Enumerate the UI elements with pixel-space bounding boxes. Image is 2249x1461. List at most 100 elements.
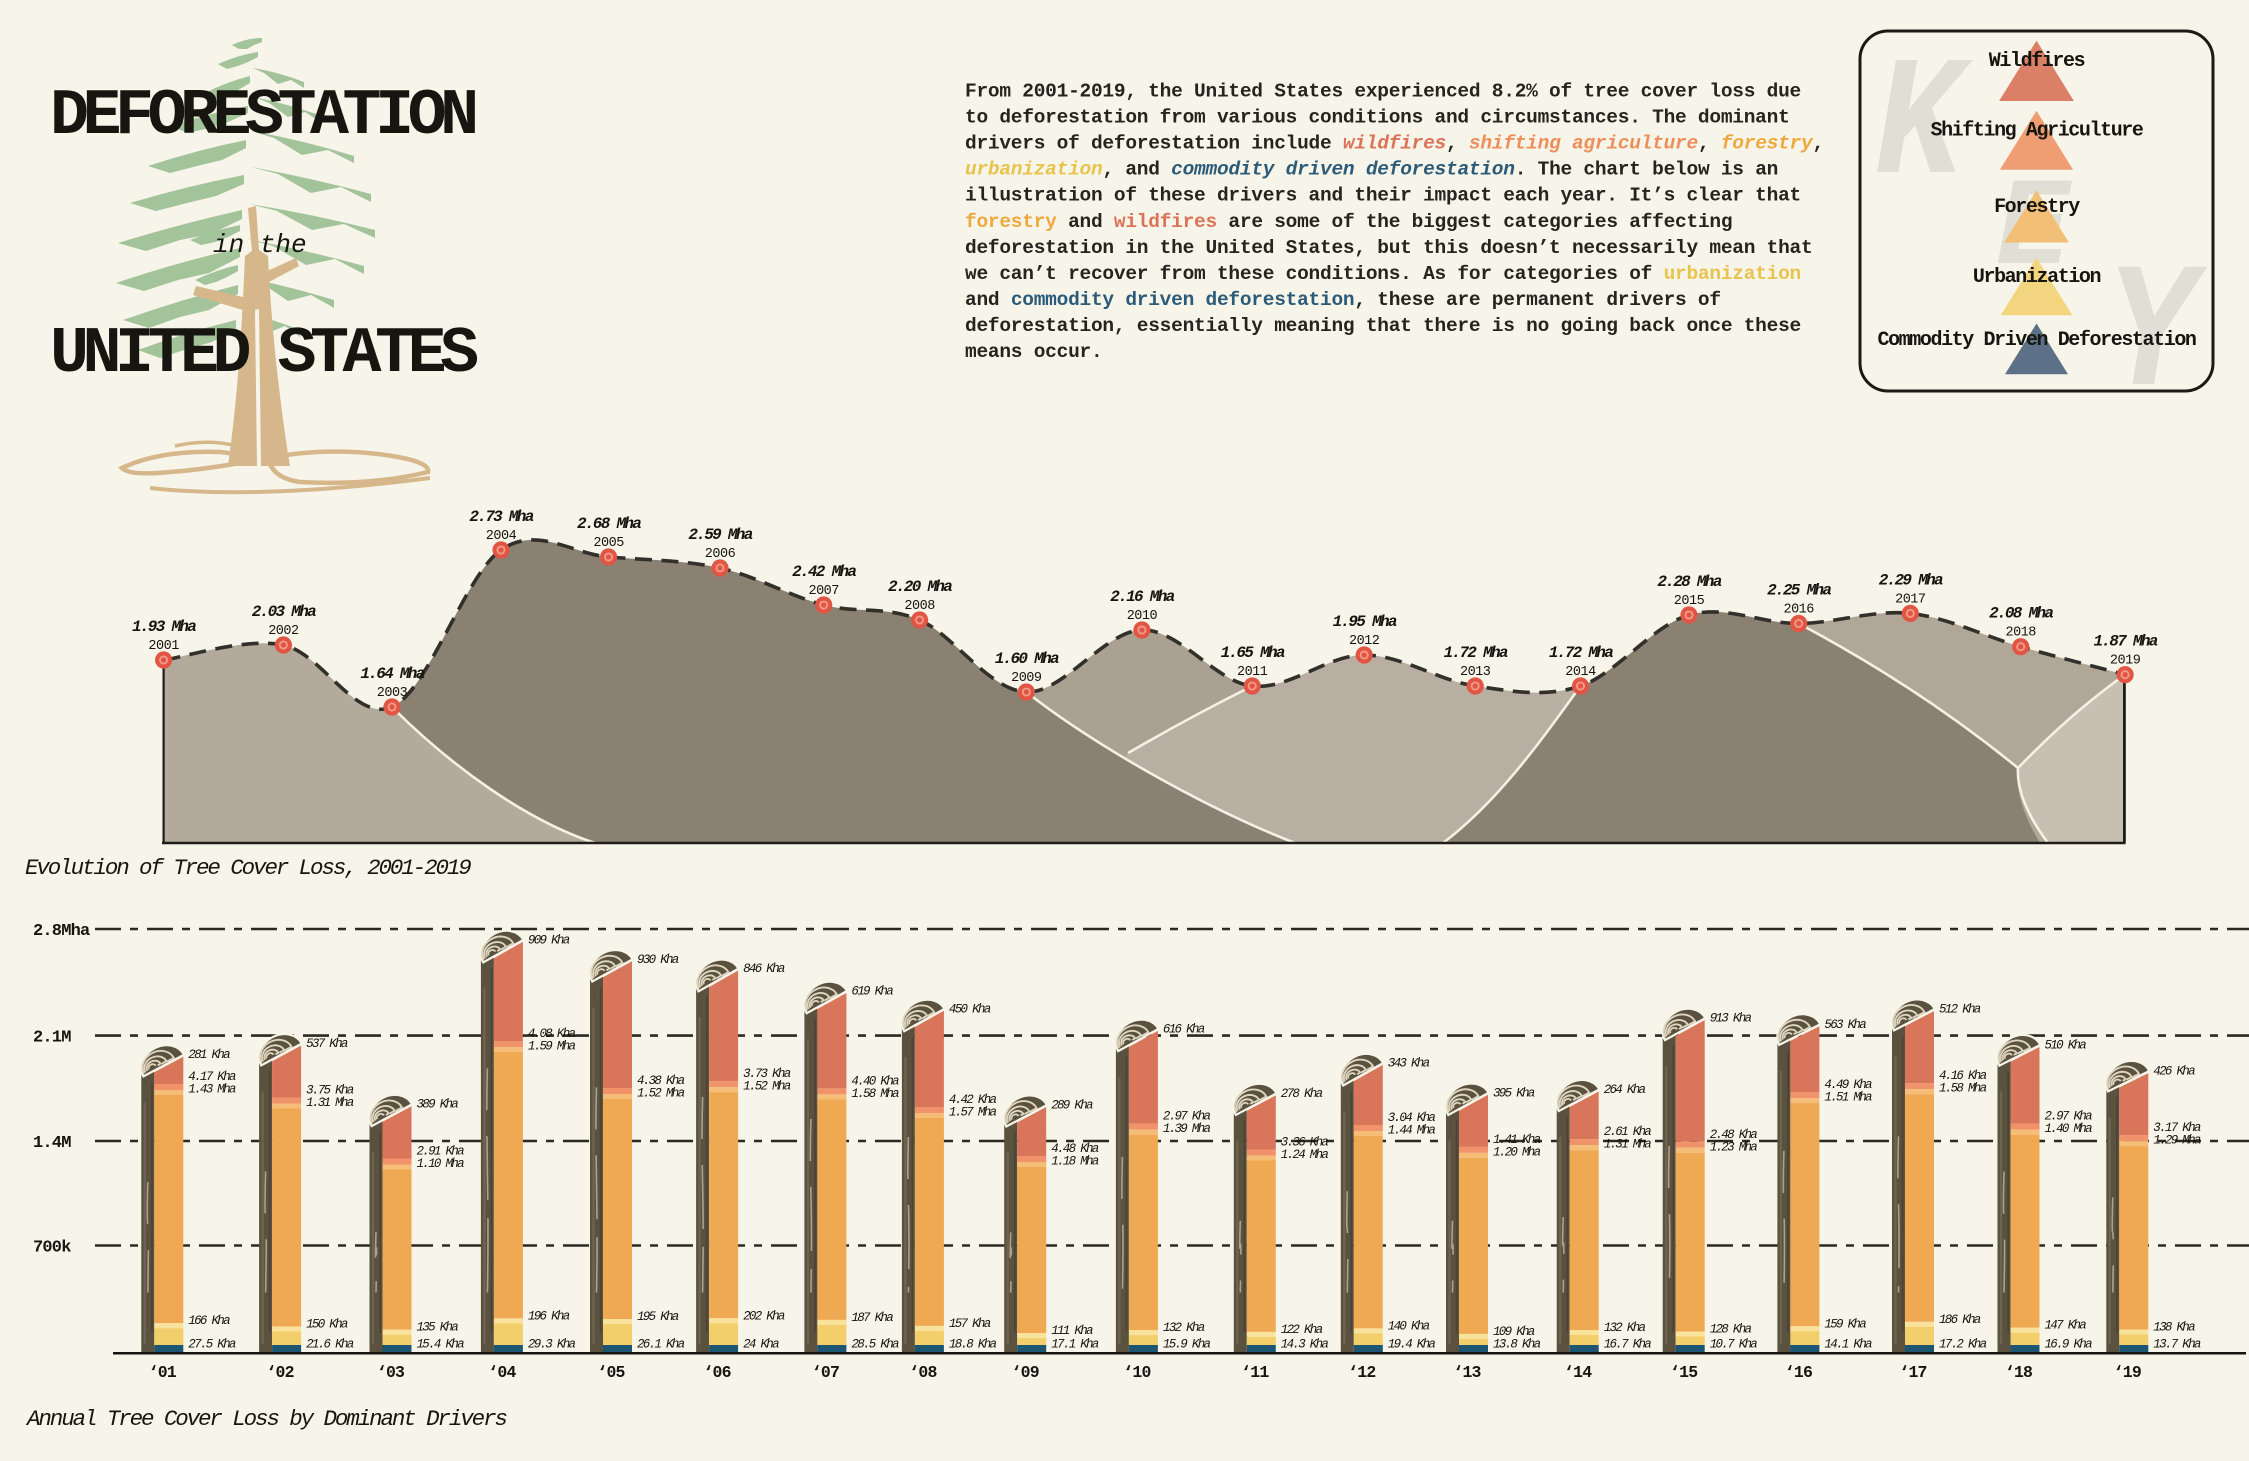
svg-text:616 Kha: 616 Kha xyxy=(1163,1022,1205,1036)
svg-text:2013: 2013 xyxy=(1460,665,1491,680)
svg-text:135 Kha: 135 Kha xyxy=(417,1321,459,1335)
svg-text:166 Kha: 166 Kha xyxy=(188,1314,230,1328)
svg-text:202 Kha: 202 Kha xyxy=(743,1309,785,1323)
svg-text:2.59 Mha: 2.59 Mha xyxy=(688,526,752,544)
svg-text:K: K xyxy=(1875,31,1973,224)
svg-text:3.04 Kha: 3.04 Kha xyxy=(1388,1111,1436,1125)
svg-text:‘06: ‘06 xyxy=(703,1363,730,1382)
svg-text:in the: in the xyxy=(213,230,307,260)
svg-text:we can’t recover from these co: we can’t recover from these conditions. … xyxy=(965,263,1801,285)
svg-text:15.9 Kha: 15.9 Kha xyxy=(1163,1338,1211,1352)
svg-text:Wildfires: Wildfires xyxy=(1989,50,2085,73)
svg-text:4.49 Kha: 4.49 Kha xyxy=(1824,1078,1872,1092)
svg-text:2.20 Mha: 2.20 Mha xyxy=(888,578,952,596)
svg-text:deforestation, essentially mea: deforestation, essentially meaning that … xyxy=(965,315,1801,337)
svg-text:13.7 Kha: 13.7 Kha xyxy=(2153,1338,2201,1352)
svg-text:4.42 Kha: 4.42 Kha xyxy=(949,1093,997,1107)
svg-text:3.73 Kha: 3.73 Kha xyxy=(743,1067,791,1081)
svg-text:1.52 Mha: 1.52 Mha xyxy=(637,1087,685,1101)
svg-text:2017: 2017 xyxy=(1895,592,1926,607)
svg-text:1.59 Mha: 1.59 Mha xyxy=(528,1040,576,1054)
svg-text:16.9 Kha: 16.9 Kha xyxy=(2045,1338,2093,1352)
svg-text:426 Kha: 426 Kha xyxy=(2153,1065,2195,1079)
svg-text:2003: 2003 xyxy=(377,686,408,701)
svg-text:2002: 2002 xyxy=(268,624,299,639)
svg-text:10.7 Kha: 10.7 Kha xyxy=(1710,1338,1758,1352)
svg-text:UNITED STATES: UNITED STATES xyxy=(50,317,477,391)
svg-text:2019: 2019 xyxy=(2110,654,2141,669)
svg-text:281 Kha: 281 Kha xyxy=(188,1048,230,1062)
svg-text:means occur.: means occur. xyxy=(965,341,1102,363)
svg-text:150 Kha: 150 Kha xyxy=(306,1318,348,1332)
svg-text:2.48 Kha: 2.48 Kha xyxy=(1710,1128,1758,1142)
svg-text:Annual Tree Cover Loss by Domi: Annual Tree Cover Loss by Dominant Drive… xyxy=(25,1406,507,1432)
svg-text:1.4M: 1.4M xyxy=(33,1134,71,1153)
svg-text:1.72 Mha: 1.72 Mha xyxy=(1549,644,1613,662)
svg-text:343 Kha: 343 Kha xyxy=(1388,1056,1430,1070)
svg-text:510 Kha: 510 Kha xyxy=(2045,1039,2087,1053)
svg-text:128 Kha: 128 Kha xyxy=(1710,1323,1752,1337)
svg-text:1.64 Mha: 1.64 Mha xyxy=(360,665,424,683)
svg-text:2014: 2014 xyxy=(1565,665,1596,680)
svg-text:563 Kha: 563 Kha xyxy=(1824,1018,1866,1032)
svg-text:930 Kha: 930 Kha xyxy=(637,953,679,967)
svg-text:14.1 Kha: 14.1 Kha xyxy=(1824,1338,1872,1352)
svg-text:26.1 Kha: 26.1 Kha xyxy=(637,1338,685,1352)
svg-text:deforestation in the United St: deforestation in the United States, but … xyxy=(965,237,1812,259)
svg-text:‘12: ‘12 xyxy=(1348,1363,1375,1382)
svg-text:132 Kha: 132 Kha xyxy=(1604,1321,1646,1335)
svg-text:3.36 Kha: 3.36 Kha xyxy=(1281,1136,1329,1150)
svg-text:2.97 Kha: 2.97 Kha xyxy=(2045,1110,2093,1124)
svg-text:‘14: ‘14 xyxy=(1564,1363,1592,1382)
svg-text:1.31 Mha: 1.31 Mha xyxy=(306,1096,354,1110)
svg-text:2.97 Kha: 2.97 Kha xyxy=(1163,1110,1211,1124)
svg-text:278 Kha: 278 Kha xyxy=(1281,1087,1323,1101)
svg-text:1.43 Mha: 1.43 Mha xyxy=(188,1083,236,1097)
svg-text:Y: Y xyxy=(2106,237,2208,438)
svg-text:From 2001-2019, the United Sta: From 2001-2019, the United States experi… xyxy=(965,81,1801,103)
svg-text:1.65 Mha: 1.65 Mha xyxy=(1221,644,1285,662)
svg-text:drivers of deforestation inclu: drivers of deforestation include wildfir… xyxy=(965,133,1824,155)
svg-text:2018: 2018 xyxy=(2005,626,2036,641)
svg-text:to deforestation from various: to deforestation from various conditions… xyxy=(965,107,1790,129)
svg-text:2.1M: 2.1M xyxy=(33,1029,71,1048)
svg-text:4.16 Kha: 4.16 Kha xyxy=(1939,1069,1987,1083)
svg-text:196 Kha: 196 Kha xyxy=(528,1309,570,1323)
svg-text:187 Kha: 187 Kha xyxy=(851,1311,893,1325)
svg-text:13.8 Kha: 13.8 Kha xyxy=(1493,1338,1541,1352)
svg-text:2015: 2015 xyxy=(1674,594,1705,609)
svg-text:2.68 Mha: 2.68 Mha xyxy=(577,515,641,533)
svg-text:147 Kha: 147 Kha xyxy=(2045,1319,2087,1333)
svg-text:2007: 2007 xyxy=(808,584,839,599)
svg-text:2001: 2001 xyxy=(148,639,179,654)
svg-text:132 Kha: 132 Kha xyxy=(1163,1321,1205,1335)
svg-text:159 Kha: 159 Kha xyxy=(1824,1317,1866,1331)
svg-text:264 Kha: 264 Kha xyxy=(1604,1083,1646,1097)
svg-text:109 Kha: 109 Kha xyxy=(1493,1325,1535,1339)
svg-text:1.52 Mha: 1.52 Mha xyxy=(743,1080,791,1094)
svg-text:450 Kha: 450 Kha xyxy=(949,1002,991,1016)
svg-text:2.91 Kha: 2.91 Kha xyxy=(417,1145,465,1159)
svg-text:195 Kha: 195 Kha xyxy=(637,1310,679,1324)
svg-text:1.29 Mha: 1.29 Mha xyxy=(2153,1134,2201,1148)
svg-text:‘15: ‘15 xyxy=(1670,1363,1698,1382)
svg-text:1.95 Mha: 1.95 Mha xyxy=(1333,613,1397,631)
svg-text:1.87 Mha: 1.87 Mha xyxy=(2093,633,2157,651)
svg-text:512 Kha: 512 Kha xyxy=(1939,1003,1981,1017)
svg-text:846 Kha: 846 Kha xyxy=(743,962,785,976)
svg-text:Forestry: Forestry xyxy=(1994,196,2080,219)
svg-text:2.73 Mha: 2.73 Mha xyxy=(469,508,533,526)
svg-text:2004: 2004 xyxy=(486,529,517,544)
svg-text:14.3 Kha: 14.3 Kha xyxy=(1281,1338,1329,1352)
svg-text:909 Kha: 909 Kha xyxy=(528,933,570,947)
svg-text:forestry and wildfires are som: forestry and wildfires are some of the b… xyxy=(965,211,1732,233)
svg-text:1.58 Mha: 1.58 Mha xyxy=(1939,1082,1987,1096)
svg-text:1.44 Mha: 1.44 Mha xyxy=(1388,1124,1436,1138)
svg-text:‘10: ‘10 xyxy=(1123,1363,1150,1382)
svg-text:3.17 Kha: 3.17 Kha xyxy=(2153,1121,2201,1135)
svg-text:2.42 Mha: 2.42 Mha xyxy=(792,563,856,581)
svg-text:700k: 700k xyxy=(33,1239,71,1258)
svg-text:‘08: ‘08 xyxy=(909,1363,937,1382)
svg-text:619 Kha: 619 Kha xyxy=(851,985,893,999)
svg-text:1.58 Mha: 1.58 Mha xyxy=(851,1087,899,1101)
